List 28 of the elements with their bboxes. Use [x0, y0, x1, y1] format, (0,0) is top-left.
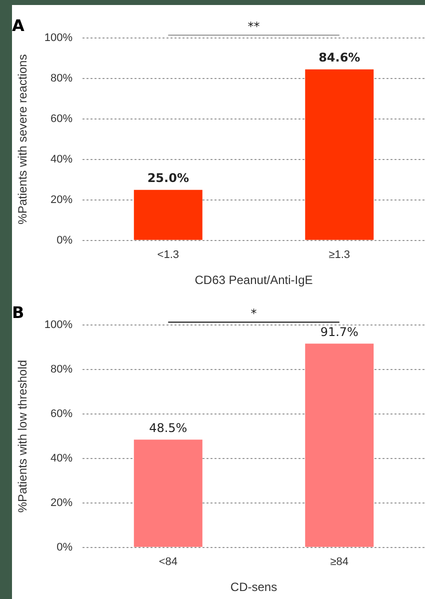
x-tick-label: ≥84 [330, 556, 349, 568]
x-tick-label: <1.3 [157, 249, 180, 262]
y-tick-label: 100% [44, 32, 73, 44]
data-label: 48.5% [149, 420, 188, 435]
x-axis-title: CD63 Peanut/Anti-IgE [194, 273, 313, 288]
y-tick-label: 60% [50, 113, 73, 126]
data-label: 91.7% [320, 324, 358, 339]
text: * [250, 306, 257, 320]
x-tick-label: ≥1.3 [328, 249, 350, 262]
chart-title: B [12, 302, 24, 322]
y-tick-label: 100% [44, 319, 73, 332]
chart-title: A [12, 16, 25, 35]
y-axis-title: %Patients with low threshold [16, 360, 30, 513]
x-axis-title: CD-sens [230, 580, 278, 594]
y-axis-title: %Patients with severe reactions [16, 54, 30, 224]
y-tick-label: 40% [50, 154, 73, 166]
y-tick-label: 80% [50, 364, 73, 376]
text: ** [248, 19, 260, 34]
x-tick-label: <84 [158, 556, 178, 568]
y-tick-label: 20% [50, 194, 73, 206]
data-label: 84.6% [318, 50, 360, 64]
y-tick-label: 80% [50, 72, 73, 85]
y-tick-label: 40% [50, 452, 73, 465]
y-tick-label: 20% [50, 496, 73, 509]
y-tick-label: 0% [56, 541, 73, 554]
y-tick-label: 0% [56, 234, 73, 246]
data-label: 25.0% [147, 170, 189, 185]
y-tick-label: 60% [50, 408, 73, 420]
